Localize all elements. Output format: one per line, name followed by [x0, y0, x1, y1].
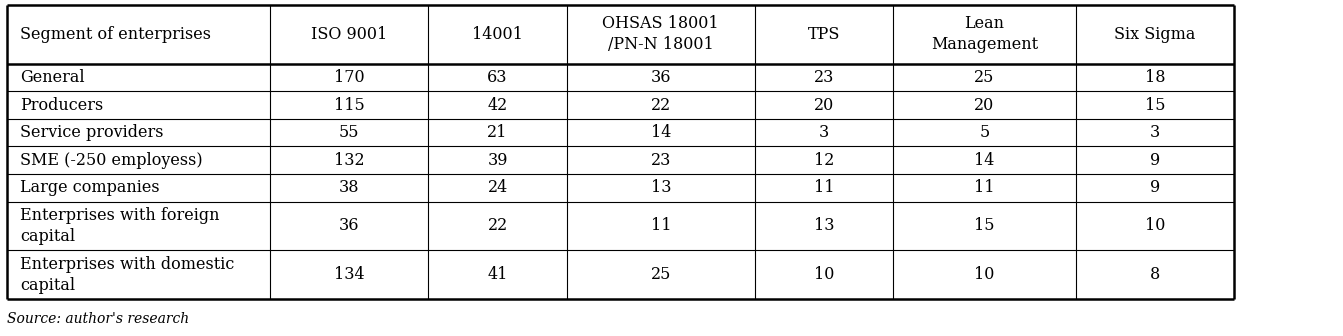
Text: 20: 20: [814, 97, 834, 114]
Text: 3: 3: [819, 124, 829, 141]
Text: 42: 42: [488, 97, 508, 114]
Text: 14: 14: [650, 124, 672, 141]
Text: 21: 21: [488, 124, 508, 141]
Text: 23: 23: [814, 69, 834, 86]
Text: Enterprises with foreign
capital: Enterprises with foreign capital: [20, 207, 220, 245]
Text: 14: 14: [974, 152, 995, 169]
Text: TPS: TPS: [807, 26, 841, 43]
Text: 18: 18: [1144, 69, 1166, 86]
Text: 23: 23: [650, 152, 672, 169]
Text: 15: 15: [974, 217, 995, 235]
Text: Six Sigma: Six Sigma: [1115, 26, 1195, 43]
Text: 8: 8: [1150, 266, 1160, 283]
Text: 10: 10: [814, 266, 834, 283]
Text: 36: 36: [650, 69, 672, 86]
Text: 41: 41: [488, 266, 508, 283]
Text: 11: 11: [650, 217, 672, 235]
Text: Service providers: Service providers: [20, 124, 164, 141]
Text: 55: 55: [338, 124, 360, 141]
Text: 115: 115: [334, 97, 364, 114]
Text: 170: 170: [334, 69, 364, 86]
Text: 36: 36: [338, 217, 360, 235]
Text: 9: 9: [1150, 179, 1160, 196]
Text: 14001: 14001: [473, 26, 522, 43]
Text: 134: 134: [334, 266, 364, 283]
Text: General: General: [20, 69, 85, 86]
Text: 39: 39: [488, 152, 508, 169]
Text: 10: 10: [974, 266, 995, 283]
Text: 13: 13: [814, 217, 834, 235]
Text: 5: 5: [979, 124, 990, 141]
Text: 9: 9: [1150, 152, 1160, 169]
Text: 24: 24: [488, 179, 508, 196]
Text: 22: 22: [650, 97, 672, 114]
Text: 11: 11: [814, 179, 834, 196]
Text: 63: 63: [488, 69, 508, 86]
Text: 25: 25: [650, 266, 672, 283]
Text: 11: 11: [974, 179, 995, 196]
Text: ISO 9001: ISO 9001: [312, 26, 387, 43]
Text: 132: 132: [334, 152, 364, 169]
Text: Lean
Management: Lean Management: [931, 15, 1038, 53]
Text: Producers: Producers: [20, 97, 103, 114]
Text: 25: 25: [974, 69, 995, 86]
Text: 20: 20: [974, 97, 995, 114]
Text: 3: 3: [1150, 124, 1160, 141]
Text: OHSAS 18001
/PN-N 18001: OHSAS 18001 /PN-N 18001: [603, 15, 719, 53]
Text: SME (-250 employess): SME (-250 employess): [20, 152, 203, 169]
Text: 38: 38: [338, 179, 360, 196]
Text: Large companies: Large companies: [20, 179, 160, 196]
Text: Enterprises with domestic
capital: Enterprises with domestic capital: [20, 256, 235, 294]
Text: 15: 15: [1144, 97, 1166, 114]
Text: 13: 13: [650, 179, 672, 196]
Text: 10: 10: [1144, 217, 1166, 235]
Text: Segment of enterprises: Segment of enterprises: [20, 26, 211, 43]
Text: 22: 22: [488, 217, 508, 235]
Text: Source: author's research: Source: author's research: [7, 312, 189, 327]
Text: 12: 12: [814, 152, 834, 169]
